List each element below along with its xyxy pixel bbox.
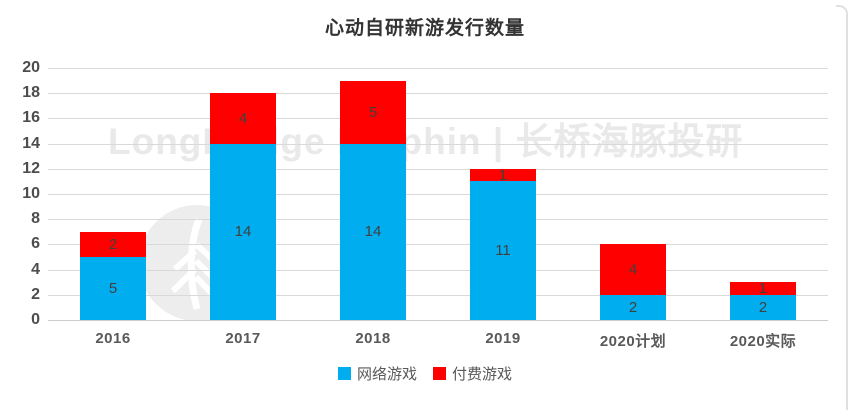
gridline — [48, 244, 828, 246]
gridline — [48, 269, 828, 271]
bar-value-label: 11 — [495, 242, 511, 260]
gridline — [48, 93, 828, 95]
y-axis-tick-label: 20 — [22, 59, 40, 76]
bar-value-label: 5 — [108, 280, 118, 297]
bar-segment-online-games — [470, 181, 536, 320]
bar-value-label: 4 — [628, 261, 638, 279]
bar-value-label: 1 — [498, 166, 508, 184]
bar-segment-online-games — [80, 257, 146, 320]
bar-value-label: 1 — [758, 279, 768, 297]
bar-value-label: 2 — [758, 298, 768, 316]
bar-segment-online-games — [600, 294, 666, 320]
bar-segment-paid-games — [470, 168, 536, 182]
x-axis-category-label: 2019 — [485, 330, 521, 347]
bar-segment-online-games — [730, 294, 796, 320]
bar-segment-paid-games — [80, 231, 146, 257]
bar-segment-paid-games — [730, 282, 796, 295]
bar-segment-paid-games — [210, 93, 276, 144]
y-axis-tick-label: 14 — [22, 134, 40, 152]
bar-value-label: 14 — [234, 223, 252, 241]
y-axis-tick-label: 12 — [22, 159, 40, 177]
x-axis-category-label: 2018 — [355, 330, 391, 347]
legend-label: 付费游戏 — [452, 366, 513, 383]
legend-item-paid-games: 付费游戏 — [433, 363, 512, 384]
bar-segment-online-games — [340, 143, 406, 320]
card-right-border — [836, 5, 848, 410]
y-axis-tick-label: 0 — [31, 311, 40, 328]
legend-item-online-games: 网络游戏 — [337, 363, 417, 384]
gridline — [48, 143, 828, 145]
y-axis-tick-label: 6 — [31, 235, 40, 253]
x-axis-category-label: 2020实际 — [729, 333, 797, 350]
x-axis-category-label: 2020计划 — [599, 333, 667, 350]
x-axis-category-label: 2016 — [95, 330, 131, 347]
legend-label: 网络游戏 — [356, 366, 417, 383]
bar-value-label: 5 — [368, 103, 378, 121]
gridline — [48, 194, 828, 195]
gridline — [48, 320, 828, 321]
bar-value-label: 14 — [364, 223, 382, 241]
y-axis-tick-label: 16 — [22, 109, 40, 127]
bar-segment-paid-games — [340, 80, 406, 144]
x-axis-category-label: 2017 — [225, 330, 261, 347]
legend-swatch — [433, 367, 446, 380]
gridline — [48, 118, 828, 120]
bar-value-label: 2 — [108, 235, 118, 253]
gridline — [48, 294, 828, 296]
legend-swatch — [337, 367, 351, 380]
bar-segment-online-games — [210, 143, 276, 320]
gridline — [48, 168, 828, 170]
gridline — [48, 219, 828, 221]
y-axis-tick-label: 10 — [22, 185, 40, 202]
y-axis-tick-label: 2 — [31, 285, 40, 303]
bar-segment-paid-games — [600, 244, 666, 295]
y-axis-tick-label: 8 — [31, 210, 40, 228]
bar-value-label: 2 — [628, 298, 638, 316]
gridline — [48, 68, 828, 69]
legend: 网络游戏 付费游戏 — [0, 363, 850, 384]
y-axis-tick-label: 18 — [22, 84, 40, 102]
y-axis-tick-label: 4 — [31, 260, 40, 278]
bar-value-label: 4 — [238, 109, 248, 127]
chart-title: 心动自研新游发行数量 — [324, 18, 525, 39]
